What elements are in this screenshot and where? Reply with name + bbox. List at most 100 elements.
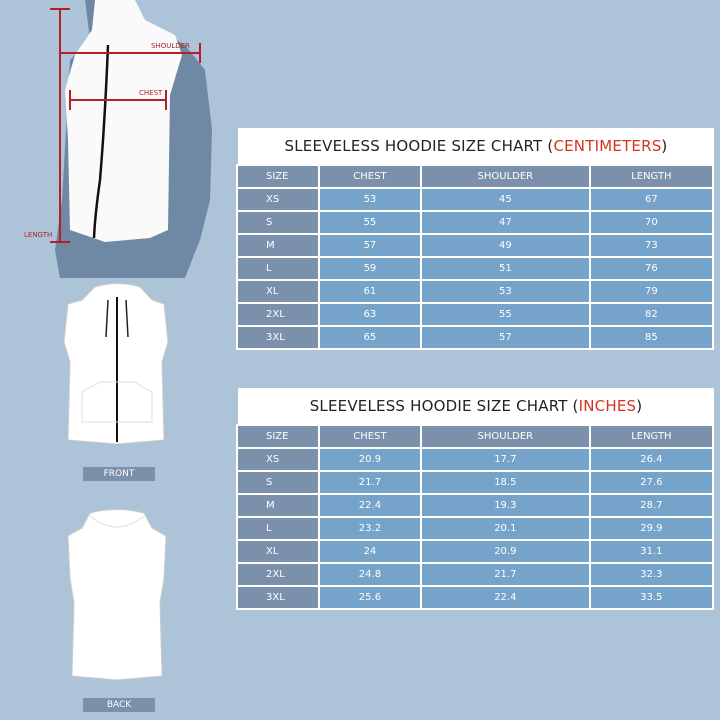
title-close: ) [661,137,668,155]
chart-title: SLEEVELESS HOODIE SIZE CHART (INCHES) [238,388,714,424]
front-label: FRONT [83,467,155,481]
length-cell: 28.7 [590,495,712,516]
length-cell: 85 [590,327,712,348]
column-header-shoulder: SHOULDER [421,166,589,187]
column-header-length: LENGTH [590,426,712,447]
shoulder-cell: 47 [421,212,589,233]
size-chart-centimeters: SLEEVELESS HOODIE SIZE CHART (CENTIMETER… [236,128,714,350]
length-cell: 70 [590,212,712,233]
size-chart-inches: SLEEVELESS HOODIE SIZE CHART (INCHES) SI… [236,388,714,610]
shoulder-cell: 19.3 [421,495,589,516]
length-cell: 32.3 [590,564,712,585]
chest-measure-label: CHEST [139,89,163,97]
back-vest-illustration [67,509,167,681]
column-header-size: SIZE [238,426,318,447]
table-row: XL 61 53 79 [238,281,712,302]
shoulder-cell: 21.7 [421,564,589,585]
chest-cell: 63 [320,304,420,325]
table-row: XL 24 20.9 31.1 [238,541,712,562]
size-table: SIZE CHEST SHOULDER LENGTH XS 20.9 17.7 26.4 S 21… [236,424,714,610]
chest-cell: 20.9 [320,449,420,470]
column-header-length: LENGTH [590,166,712,187]
column-header-chest: CHEST [320,426,420,447]
shoulder-cell: 17.7 [421,449,589,470]
chest-cell: 61 [320,281,420,302]
size-table: SIZE CHEST SHOULDER LENGTH XS 53 45 67 S 55 47 70 M 5… [236,164,714,350]
chest-cell: 53 [320,189,420,210]
size-cell: L [238,518,318,539]
table-row: S 55 47 70 [238,212,712,233]
shoulder-cell: 53 [421,281,589,302]
chest-cell: 23.2 [320,518,420,539]
unit-text: INCHES [578,397,637,415]
size-cell: XS [238,189,318,210]
table-row: 2XL 24.8 21.7 32.3 [238,564,712,585]
shoulder-cell: 57 [421,327,589,348]
front-vest-illustration [63,283,169,445]
table-row: L 59 51 76 [238,258,712,279]
length-cell: 82 [590,304,712,325]
unit-text: CENTIMETERS [553,137,662,155]
title-close: ) [636,397,643,415]
title-text: SLEEVELESS HOODIE SIZE CHART ( [309,397,579,415]
size-cell: 2XL [238,304,318,325]
chest-cell: 59 [320,258,420,279]
column-header-chest: CHEST [320,166,420,187]
chest-cell: 65 [320,327,420,348]
chest-cell: 21.7 [320,472,420,493]
length-cell: 76 [590,258,712,279]
table-row: 3XL 65 57 85 [238,327,712,348]
table-row: 2XL 63 55 82 [238,304,712,325]
table-row: S 21.7 18.5 27.6 [238,472,712,493]
size-cell: XL [238,281,318,302]
shoulder-cell: 20.1 [421,518,589,539]
size-cell: M [238,495,318,516]
length-cell: 67 [590,189,712,210]
column-header-shoulder: SHOULDER [421,426,589,447]
size-cell: M [238,235,318,256]
size-cell: 3XL [238,327,318,348]
length-cell: 27.6 [590,472,712,493]
size-cell: 2XL [238,564,318,585]
header-row: SIZE CHEST SHOULDER LENGTH [238,426,712,447]
chart-title: SLEEVELESS HOODIE SIZE CHART (CENTIMETER… [238,128,714,164]
length-measure-label: LENGTH [24,231,53,239]
length-cell: 31.1 [590,541,712,562]
length-cell: 33.5 [590,587,712,608]
size-cell: S [238,472,318,493]
model-wearing-hoodie-illustration [50,0,212,278]
chest-cell: 24.8 [320,564,420,585]
shoulder-cell: 45 [421,189,589,210]
chest-cell: 55 [320,212,420,233]
size-cell: XS [238,449,318,470]
length-cell: 26.4 [590,449,712,470]
table-row: XS 53 45 67 [238,189,712,210]
table-row: M 22.4 19.3 28.7 [238,495,712,516]
chest-cell: 25.6 [320,587,420,608]
back-label: BACK [83,698,155,712]
table-row: XS 20.9 17.7 26.4 [238,449,712,470]
chest-cell: 22.4 [320,495,420,516]
length-cell: 29.9 [590,518,712,539]
chest-cell: 57 [320,235,420,256]
size-cell: L [238,258,318,279]
table-row: L 23.2 20.1 29.9 [238,518,712,539]
table-row: M 57 49 73 [238,235,712,256]
size-cell: XL [238,541,318,562]
shoulder-measure-label: SHOULDER [151,42,190,50]
chest-cell: 24 [320,541,420,562]
column-header-size: SIZE [238,166,318,187]
shoulder-cell: 22.4 [421,587,589,608]
header-row: SIZE CHEST SHOULDER LENGTH [238,166,712,187]
size-cell: S [238,212,318,233]
table-row: 3XL 25.6 22.4 33.5 [238,587,712,608]
shoulder-cell: 18.5 [421,472,589,493]
shoulder-cell: 55 [421,304,589,325]
shoulder-cell: 51 [421,258,589,279]
shoulder-cell: 20.9 [421,541,589,562]
length-cell: 73 [590,235,712,256]
title-text: SLEEVELESS HOODIE SIZE CHART ( [284,137,554,155]
shoulder-cell: 49 [421,235,589,256]
length-cell: 79 [590,281,712,302]
size-cell: 3XL [238,587,318,608]
